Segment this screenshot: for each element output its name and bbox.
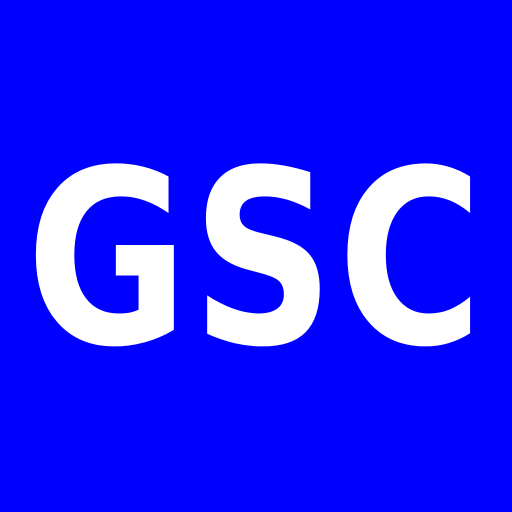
logo-text: GSC — [26, 119, 486, 401]
